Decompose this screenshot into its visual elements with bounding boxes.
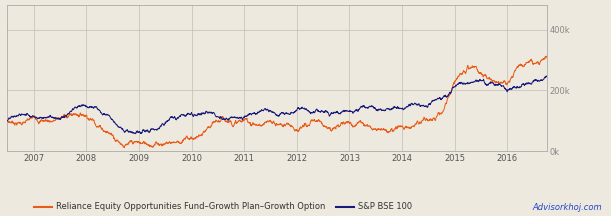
Legend: Reliance Equity Opportunities Fund–Growth Plan–Growth Option, S&P BSE 100: Reliance Equity Opportunities Fund–Growt…: [31, 199, 415, 215]
Text: Advisorkhoj.com: Advisorkhoj.com: [532, 203, 602, 212]
